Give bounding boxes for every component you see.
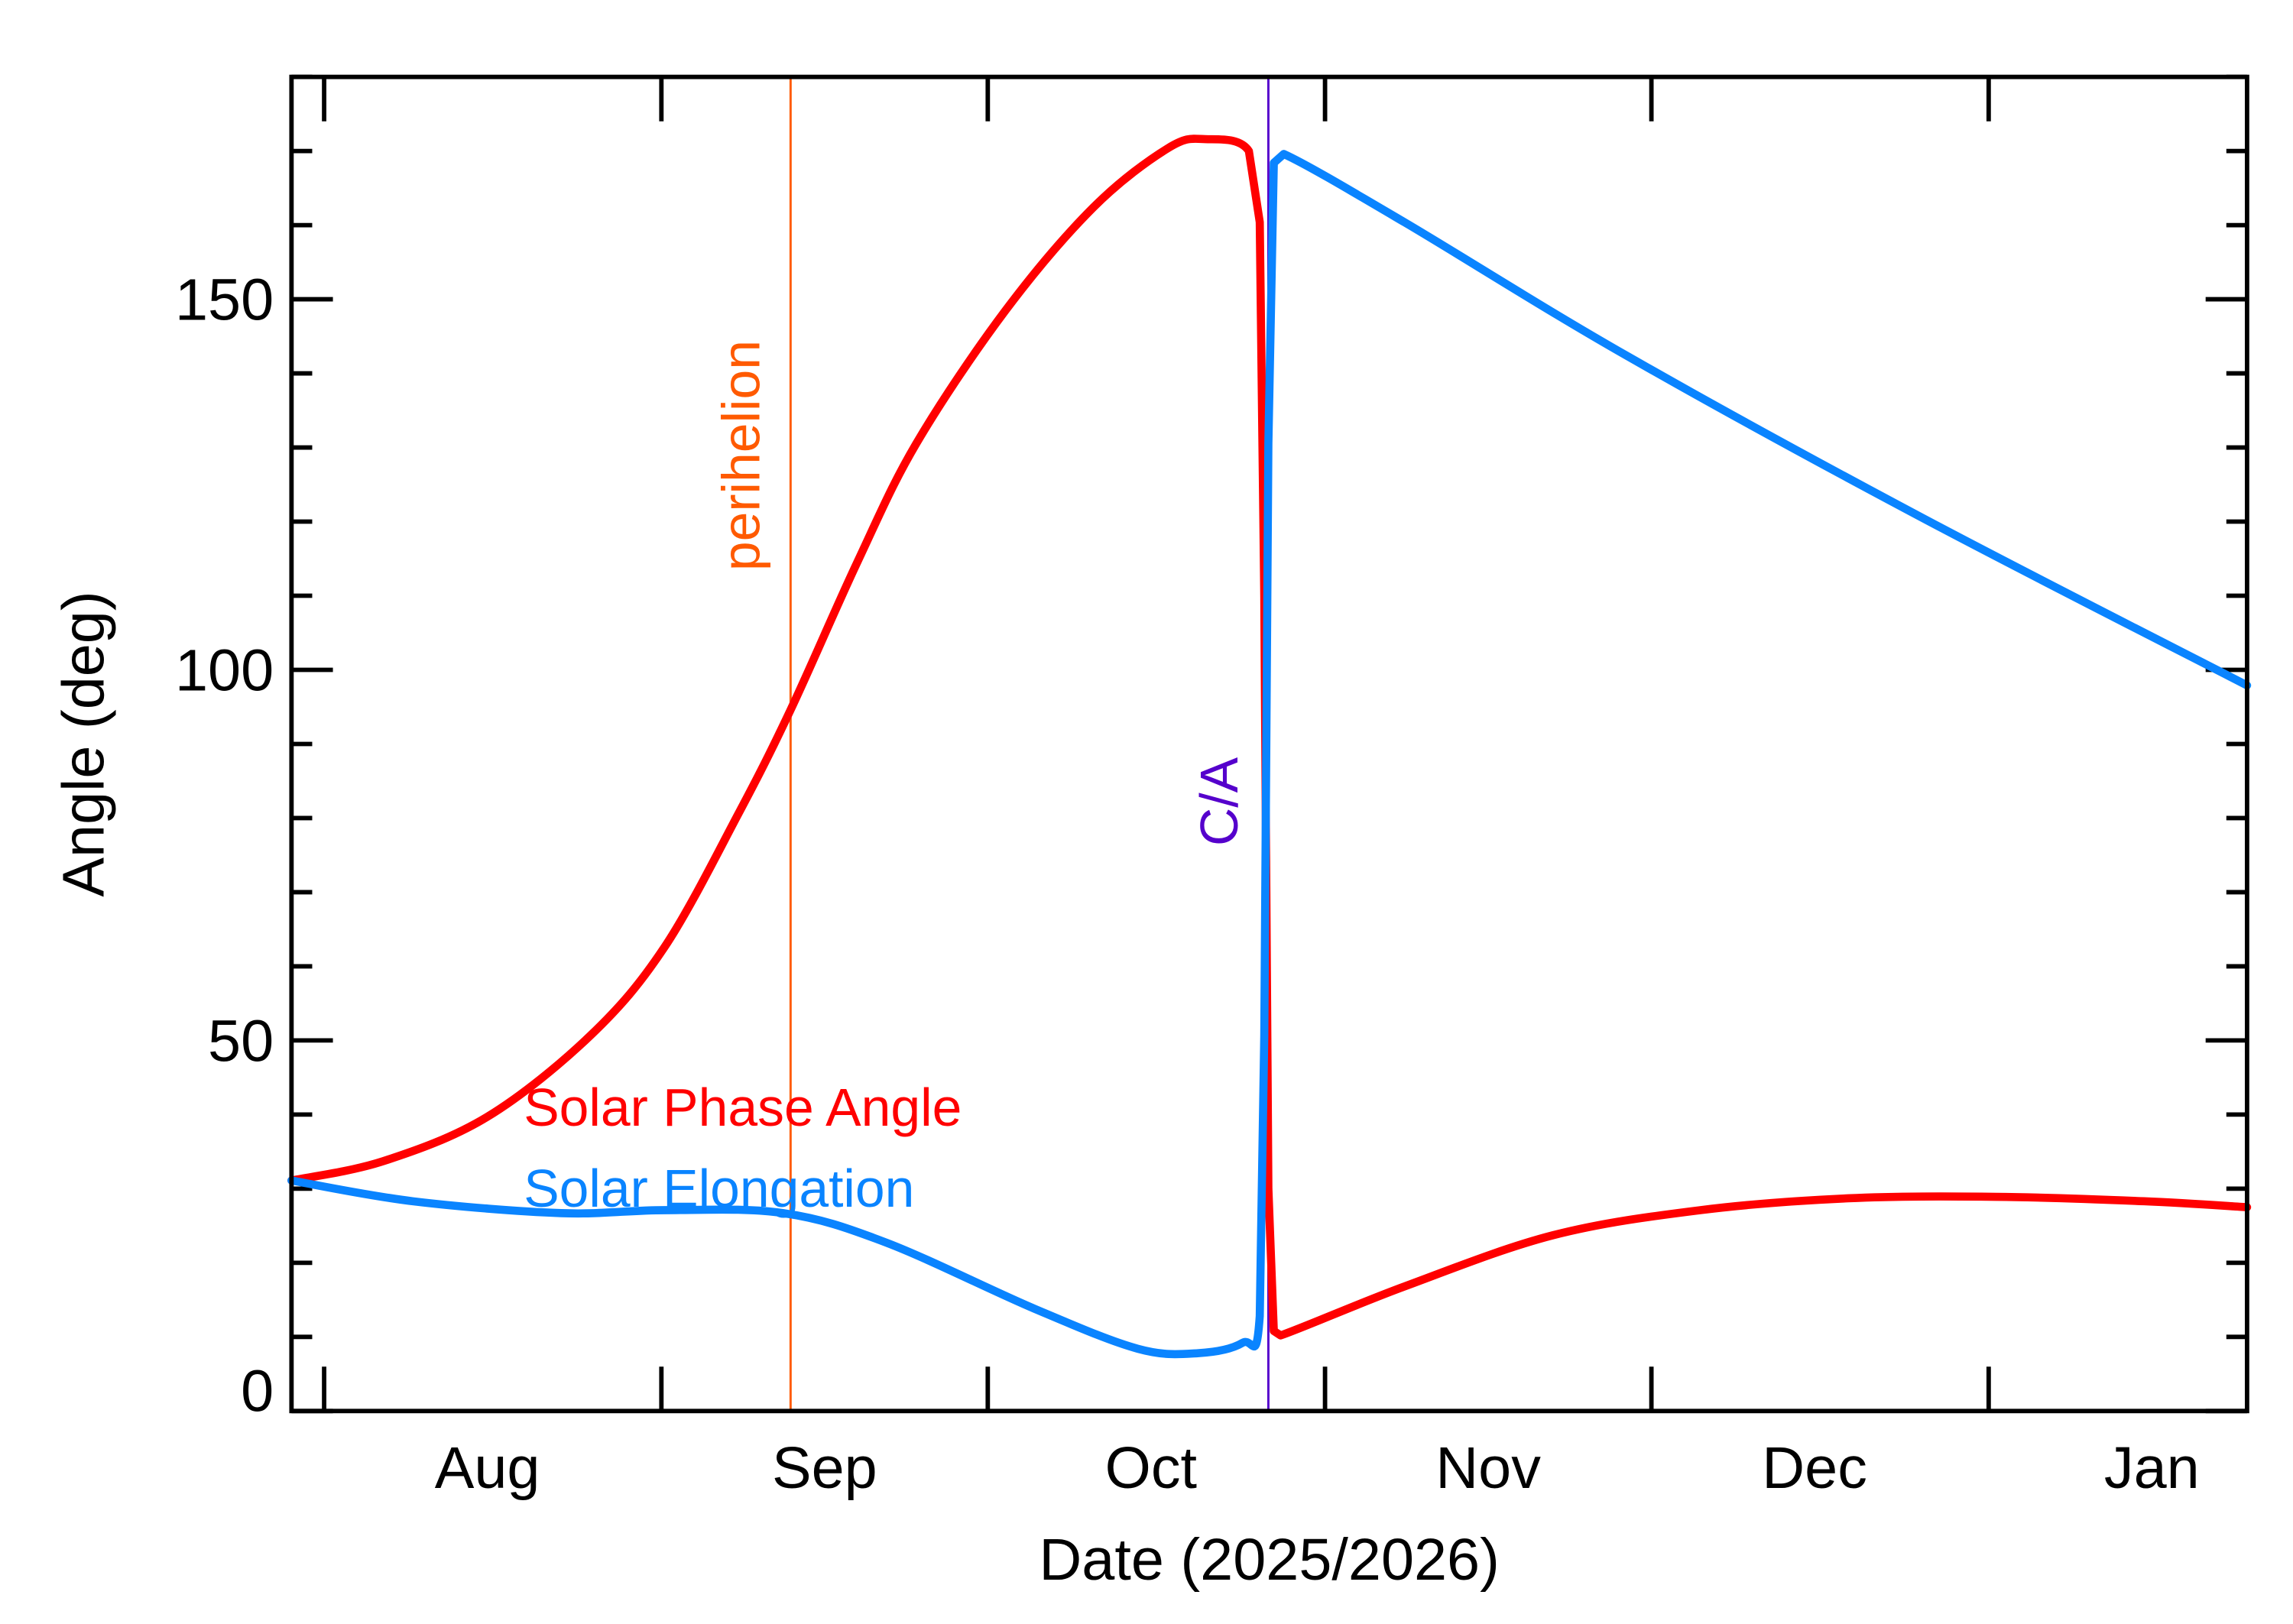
y-tick-label: 0 xyxy=(241,1358,274,1424)
series-line-solar-phase-angle xyxy=(287,135,2252,1340)
y-axis-label: Angle (deg) xyxy=(51,591,117,896)
x-tick-label: Sep xyxy=(772,1435,877,1501)
marker-label-closest-approach: C/A xyxy=(1189,757,1249,846)
series-lines xyxy=(287,135,2252,1359)
x-tick-label: Dec xyxy=(1762,1435,1867,1501)
series-line-solar-elongation xyxy=(287,150,2252,1359)
y-tick-label: 150 xyxy=(175,267,274,333)
legend-solar-elongation: Solar Elongation xyxy=(524,1159,914,1218)
tick-labels: 0 50 100 150 Aug Sep Oct Nov Dec Jan xyxy=(175,267,2200,1501)
x-tick-label: Jan xyxy=(2104,1435,2200,1501)
x-tick-label: Aug xyxy=(435,1435,540,1501)
marker-label-perihelion: perihelion xyxy=(712,340,771,571)
x-tick-label: Nov xyxy=(1435,1435,1541,1501)
plot-frame xyxy=(289,74,2249,1414)
x-axis-label: Date (2025/2026) xyxy=(1039,1527,1499,1593)
x-tick-label: Oct xyxy=(1105,1435,1197,1501)
y-tick-label: 50 xyxy=(208,1008,274,1074)
legend-solar-phase-angle: Solar Phase Angle xyxy=(524,1078,962,1137)
y-tick-label: 100 xyxy=(175,638,274,704)
